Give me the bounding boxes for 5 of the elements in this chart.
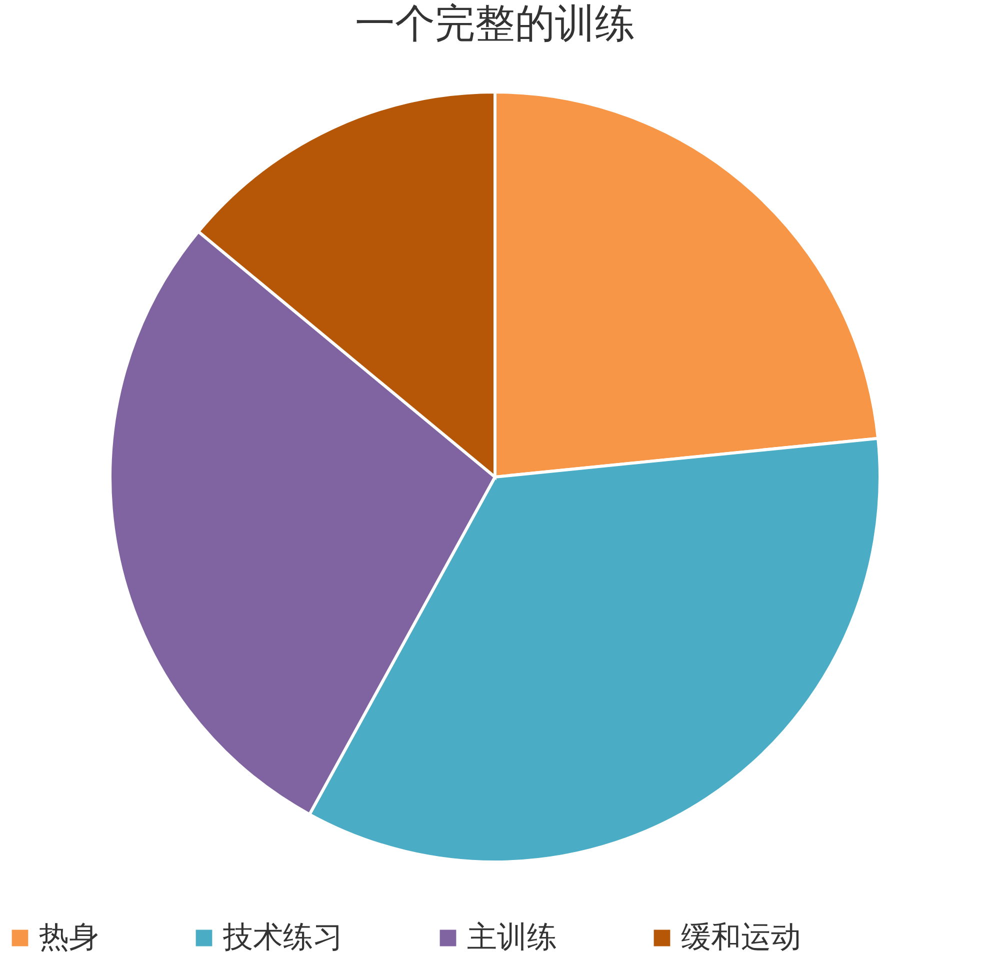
legend-label: 技术练习 bbox=[222, 920, 343, 955]
legend-label: 缓和运动 bbox=[681, 920, 801, 955]
chart-title: 一个完整的训练 bbox=[355, 1, 635, 47]
legend-label: 热身 bbox=[39, 920, 99, 955]
legend-label: 主训练 bbox=[467, 920, 557, 955]
